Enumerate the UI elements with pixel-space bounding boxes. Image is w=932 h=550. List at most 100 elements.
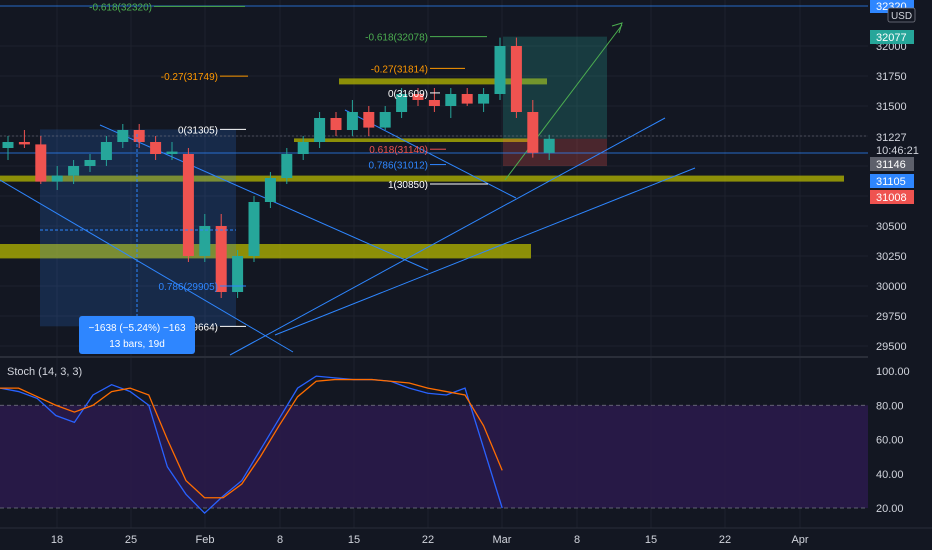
time-tick-label: Feb bbox=[196, 534, 215, 546]
stoch-tick-label: 20.00 bbox=[876, 503, 904, 515]
zone-support-1 bbox=[0, 175, 844, 182]
measure-bars-label: 13 bars, 19d bbox=[109, 339, 165, 350]
stoch-tick-label: 80.00 bbox=[876, 400, 904, 412]
stoch-title: Stoch (14, 3, 3) bbox=[7, 366, 82, 378]
candle-body bbox=[2, 142, 14, 148]
candle-body bbox=[100, 142, 112, 160]
stochastic-panel bbox=[0, 375, 868, 515]
measure-change-label: −1638 (−5.24%) −163 bbox=[88, 323, 185, 334]
fib-label: 0.786(29905) bbox=[159, 282, 219, 293]
candle-body bbox=[314, 118, 326, 142]
support-resistance-zones bbox=[0, 36, 844, 327]
price-tag-bg bbox=[870, 190, 914, 204]
candle-body bbox=[182, 154, 194, 256]
time-tick-label: Apr bbox=[791, 534, 808, 546]
price-tag-bg bbox=[870, 157, 914, 171]
time-tick-label: 15 bbox=[645, 534, 657, 546]
candle-body bbox=[215, 226, 227, 292]
time-axis: 18 25 Feb 8 15 22 Mar 8 15 22 Apr bbox=[0, 527, 932, 546]
fibonacci-levels: -0.618(32320) -0.618(32078) -0.27(31814) -0… bbox=[89, 2, 488, 333]
price-tag-label: 31008 bbox=[876, 192, 907, 204]
candle-body bbox=[461, 94, 473, 104]
fib-label: -0.27(31814) bbox=[371, 64, 428, 75]
candle-body bbox=[232, 256, 244, 292]
candle-body bbox=[117, 130, 129, 142]
stoch-tick-label: 100.00 bbox=[876, 366, 910, 378]
time-tick-label: 22 bbox=[719, 534, 731, 546]
stop-box bbox=[503, 138, 607, 166]
candle-body bbox=[412, 94, 424, 100]
price-axis: 2950029750300003025030500307503100031250… bbox=[868, 0, 932, 528]
price-tag-label: 32077 bbox=[876, 32, 907, 44]
zone-resistance-2 bbox=[294, 138, 531, 142]
uptrend-line-1 bbox=[229, 117, 666, 356]
price-tag-label: 31146 bbox=[876, 159, 906, 171]
fib-label: 0(31305) bbox=[178, 125, 218, 136]
price-tag-bg bbox=[870, 174, 914, 188]
candle-body bbox=[363, 112, 375, 128]
price-tag-label: 31227 bbox=[876, 132, 907, 144]
candle-body bbox=[543, 138, 555, 153]
candle-body bbox=[494, 46, 506, 94]
candle-body bbox=[84, 160, 96, 166]
price-tick-label: 29500 bbox=[876, 341, 907, 353]
candle-body bbox=[150, 142, 162, 154]
price-tag-label: 31105 bbox=[876, 176, 906, 188]
measure-tool: −1638 (−5.24%) −163 13 bars, 19d bbox=[40, 134, 236, 354]
price-tag-bg bbox=[870, 130, 914, 144]
time-tick-label: 22 bbox=[422, 534, 434, 546]
downtrend-line-2 bbox=[0, 179, 294, 353]
candle-body bbox=[264, 178, 276, 202]
candle-body bbox=[281, 154, 293, 178]
price-tick-label: 29750 bbox=[876, 311, 907, 323]
measure-tooltip-bg bbox=[79, 316, 195, 354]
fib-label: 0(31609) bbox=[388, 89, 428, 100]
stoch-band bbox=[0, 405, 868, 508]
candle-body bbox=[68, 166, 80, 176]
time-tick-label: 18 bbox=[51, 534, 63, 546]
zone-support-2 bbox=[0, 244, 531, 259]
candle-body bbox=[199, 226, 211, 256]
time-tick-label: 8 bbox=[277, 534, 283, 546]
candle-body bbox=[133, 130, 145, 142]
time-tick-label: Mar bbox=[493, 534, 512, 546]
candle-body bbox=[297, 142, 309, 154]
currency-badge[interactable] bbox=[887, 7, 916, 23]
price-tick-label: 30250 bbox=[876, 251, 907, 263]
price-tag-label: 10:46:21 bbox=[876, 145, 919, 157]
candle-body bbox=[346, 112, 358, 130]
price-tick-label: 30000 bbox=[876, 281, 907, 293]
candle-body bbox=[445, 94, 457, 106]
fib-label: -0.618(32320) bbox=[89, 2, 152, 13]
candlestick-series bbox=[2, 37, 555, 298]
price-tick-label: 31750 bbox=[876, 71, 907, 83]
fib-label: 0.618(31140) bbox=[369, 145, 428, 156]
fib-label: 1(29664) bbox=[178, 322, 218, 333]
uptrend-line-2 bbox=[274, 167, 696, 336]
zone-resistance-1 bbox=[339, 78, 547, 85]
candle-body bbox=[379, 112, 391, 128]
price-tag-bg bbox=[870, 30, 914, 44]
candle-body bbox=[248, 202, 260, 256]
stoch-tick-label: 60.00 bbox=[876, 435, 904, 447]
candle-body bbox=[18, 142, 30, 145]
currency-label: USD bbox=[891, 11, 912, 22]
candle-body bbox=[330, 118, 342, 130]
projection-arrow-head bbox=[611, 22, 623, 34]
price-tag-bg bbox=[870, 143, 914, 157]
time-tick-label: 25 bbox=[125, 534, 137, 546]
stoch-d-line bbox=[0, 378, 503, 499]
fib-label: 1(30850) bbox=[388, 180, 428, 191]
fib-label: -0.618(32078) bbox=[365, 33, 428, 44]
time-tick-label: 8 bbox=[574, 534, 580, 546]
time-tick-label: 15 bbox=[348, 534, 360, 546]
candle-body bbox=[396, 94, 408, 112]
fib-label: -0.27(31749) bbox=[161, 72, 218, 83]
stoch-tick-label: 40.00 bbox=[876, 469, 904, 481]
fib-label: 0.786(31012) bbox=[369, 161, 429, 172]
price-tick-label: 31500 bbox=[876, 101, 907, 113]
candle-body bbox=[527, 112, 539, 153]
candle-body bbox=[35, 144, 47, 182]
candle-body bbox=[166, 151, 178, 154]
